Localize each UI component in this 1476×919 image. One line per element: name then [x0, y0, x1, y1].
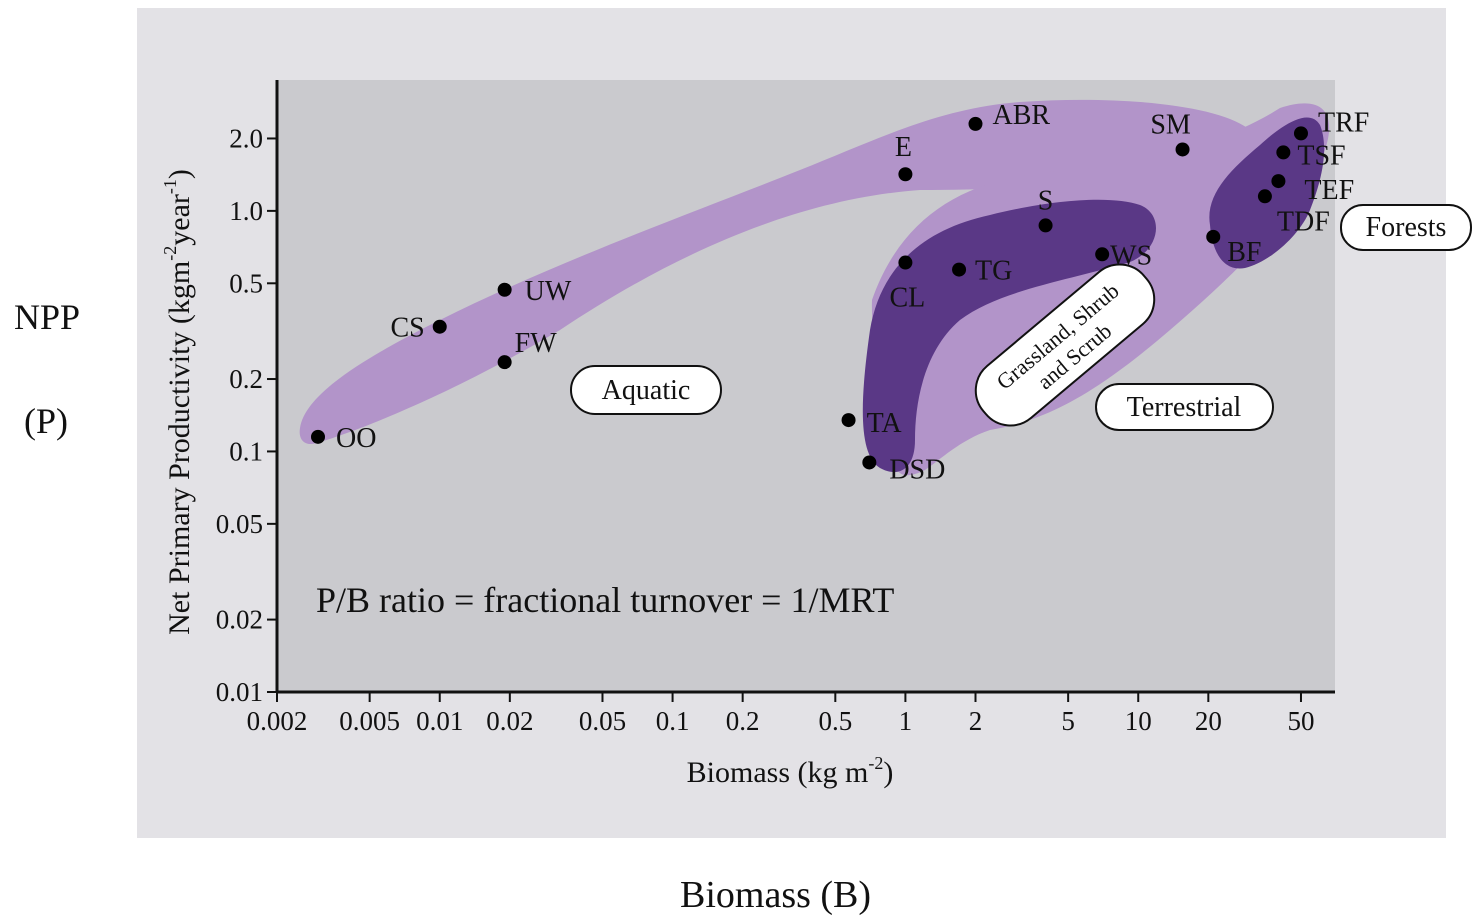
point-tdf	[1257, 189, 1272, 204]
x-tick-label-2: 0.01	[416, 706, 463, 736]
point-label-s: S	[1038, 185, 1054, 216]
x-tick-label-11: 10	[1125, 706, 1152, 736]
point-tsf	[1276, 145, 1291, 160]
y-tick-label-3: 0.1	[229, 436, 263, 466]
point-dsd	[862, 455, 877, 470]
point-e	[898, 167, 913, 182]
point-uw	[497, 282, 512, 297]
x-tick-label-1: 0.005	[339, 706, 400, 736]
x-tick-label-4: 0.05	[579, 706, 626, 736]
point-abr	[968, 116, 983, 131]
point-ta	[841, 413, 856, 428]
forests-label: Forests	[1340, 204, 1472, 251]
y-tick-label-6: 1.0	[229, 196, 263, 226]
y-tick-label-7: 2.0	[229, 123, 263, 153]
point-label-oo: OO	[336, 423, 376, 454]
p-label: (P)	[24, 401, 68, 441]
pb-ratio-annotation: P/B ratio = fractional turnover = 1/MRT	[316, 580, 894, 620]
npp-label: NPP	[14, 297, 81, 337]
y-axis-label: Net Primary Productivity (kgm-2year-1)	[160, 169, 196, 635]
point-sm	[1175, 142, 1190, 157]
point-label-dsd: DSD	[889, 454, 945, 485]
aquatic-label: Aquatic	[570, 365, 722, 415]
point-bf	[1206, 229, 1221, 244]
point-trf	[1293, 126, 1308, 141]
x-tick-label-5: 0.1	[656, 706, 690, 736]
point-label-tg: TG	[975, 256, 1012, 287]
point-ws	[1095, 247, 1110, 262]
svg-text:Terrestrial: Terrestrial	[1127, 392, 1242, 423]
x-tick-label-6: 0.2	[726, 706, 760, 736]
y-tick-label-2: 0.05	[216, 509, 263, 539]
point-fw	[497, 355, 512, 370]
point-label-cs: CS	[390, 313, 424, 344]
point-label-bf: BF	[1227, 237, 1261, 268]
y-tick-label-0: 0.01	[216, 677, 263, 707]
point-tg	[952, 262, 967, 277]
point-s	[1038, 218, 1053, 233]
biomass-b-label: Biomass (B)	[680, 874, 872, 916]
point-label-fw: FW	[515, 328, 558, 359]
point-label-tdf: TDF	[1277, 206, 1330, 237]
region-grassland	[862, 199, 1157, 473]
x-tick-label-8: 1	[899, 706, 913, 736]
x-tick-label-10: 5	[1061, 706, 1075, 736]
y-tick-label-1: 0.02	[216, 605, 263, 635]
point-label-tsf: TSF	[1297, 140, 1345, 171]
point-label-trf: TRF	[1318, 107, 1369, 138]
x-axis-label: Biomass (kg m-2)	[687, 753, 894, 789]
svg-text:Forests: Forests	[1366, 212, 1447, 243]
point-oo	[310, 429, 325, 444]
point-label-e: E	[895, 132, 912, 163]
x-tick-label-0: 0.002	[247, 706, 308, 736]
x-tick-label-9: 2	[969, 706, 983, 736]
point-label-uw: UW	[525, 276, 572, 307]
terrestrial-label: Terrestrial	[1095, 383, 1274, 431]
x-tick-label-12: 20	[1195, 706, 1222, 736]
point-cs	[432, 319, 447, 334]
x-tick-label-13: 50	[1287, 706, 1314, 736]
x-tick-label-3: 0.02	[486, 706, 533, 736]
point-cl	[898, 255, 913, 270]
axes	[275, 80, 1335, 694]
y-tick-label-5: 0.5	[229, 268, 263, 298]
x-tick-label-7: 0.5	[818, 706, 852, 736]
point-tef	[1271, 174, 1286, 189]
point-label-sm: SM	[1150, 109, 1191, 140]
point-label-ta: TA	[867, 408, 903, 439]
point-label-tef: TEF	[1304, 175, 1354, 206]
tick-layer: 0.002 0.005 0.01 0.02 0.05 0.1 0.2 0.5 1 2 5 10 20 50…	[216, 123, 1315, 736]
region-labels: Aquatic Terrestrial Forests Grassland, S…	[570, 204, 1472, 431]
y-tick-label-4: 0.2	[229, 364, 263, 394]
point-label-abr: ABR	[992, 100, 1050, 131]
svg-text:Aquatic: Aquatic	[602, 375, 691, 406]
point-label-cl: CL	[890, 283, 926, 314]
